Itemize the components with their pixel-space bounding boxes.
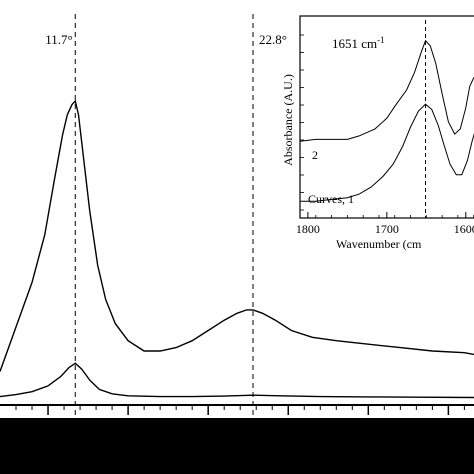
inset-series-line-1 <box>299 39 474 142</box>
main-x-ticks <box>15 405 465 415</box>
inset-series-line-2 <box>300 103 474 202</box>
main-series-line-2 <box>0 362 474 399</box>
main-annotation-label-2: 22.8° <box>259 32 287 47</box>
inset-x-ticks: 1800 1700 1600 <box>296 212 474 236</box>
main-series-line-1 <box>0 99 474 372</box>
inset-y-axis-label: Absorbance (A.U.) <box>281 74 295 166</box>
main-annotation-label-1: 11.7° <box>45 32 72 47</box>
inset-peak-label: 1651 cm-1 <box>332 35 385 51</box>
inset-curve-2-label: 2 <box>312 148 318 162</box>
inset-x-tick-label-1: 1800 <box>296 222 320 236</box>
main-series-group <box>0 99 474 399</box>
bottom-black-band <box>0 418 474 474</box>
main-reference-lines <box>74 14 254 418</box>
inset-x-tick-label-3: 1600 <box>454 222 474 236</box>
inset-x-axis-label: Wavenumber (cm <box>336 237 422 251</box>
inset-series-group <box>299 39 474 202</box>
inset-curve-1-label: Curves, 1 <box>308 192 354 206</box>
main-annotation-labels: 11.7° 22.8° <box>45 32 287 47</box>
inset-chart: 1800 1700 1600 1651 cm-1 2 Curves, 1 Waven… <box>281 15 474 251</box>
inset-frame <box>299 15 474 219</box>
main-chart: 11.7° 22.8° <box>0 14 474 418</box>
inset-x-tick-label-2: 1700 <box>375 222 399 236</box>
inset-y-ticks <box>300 34 304 211</box>
